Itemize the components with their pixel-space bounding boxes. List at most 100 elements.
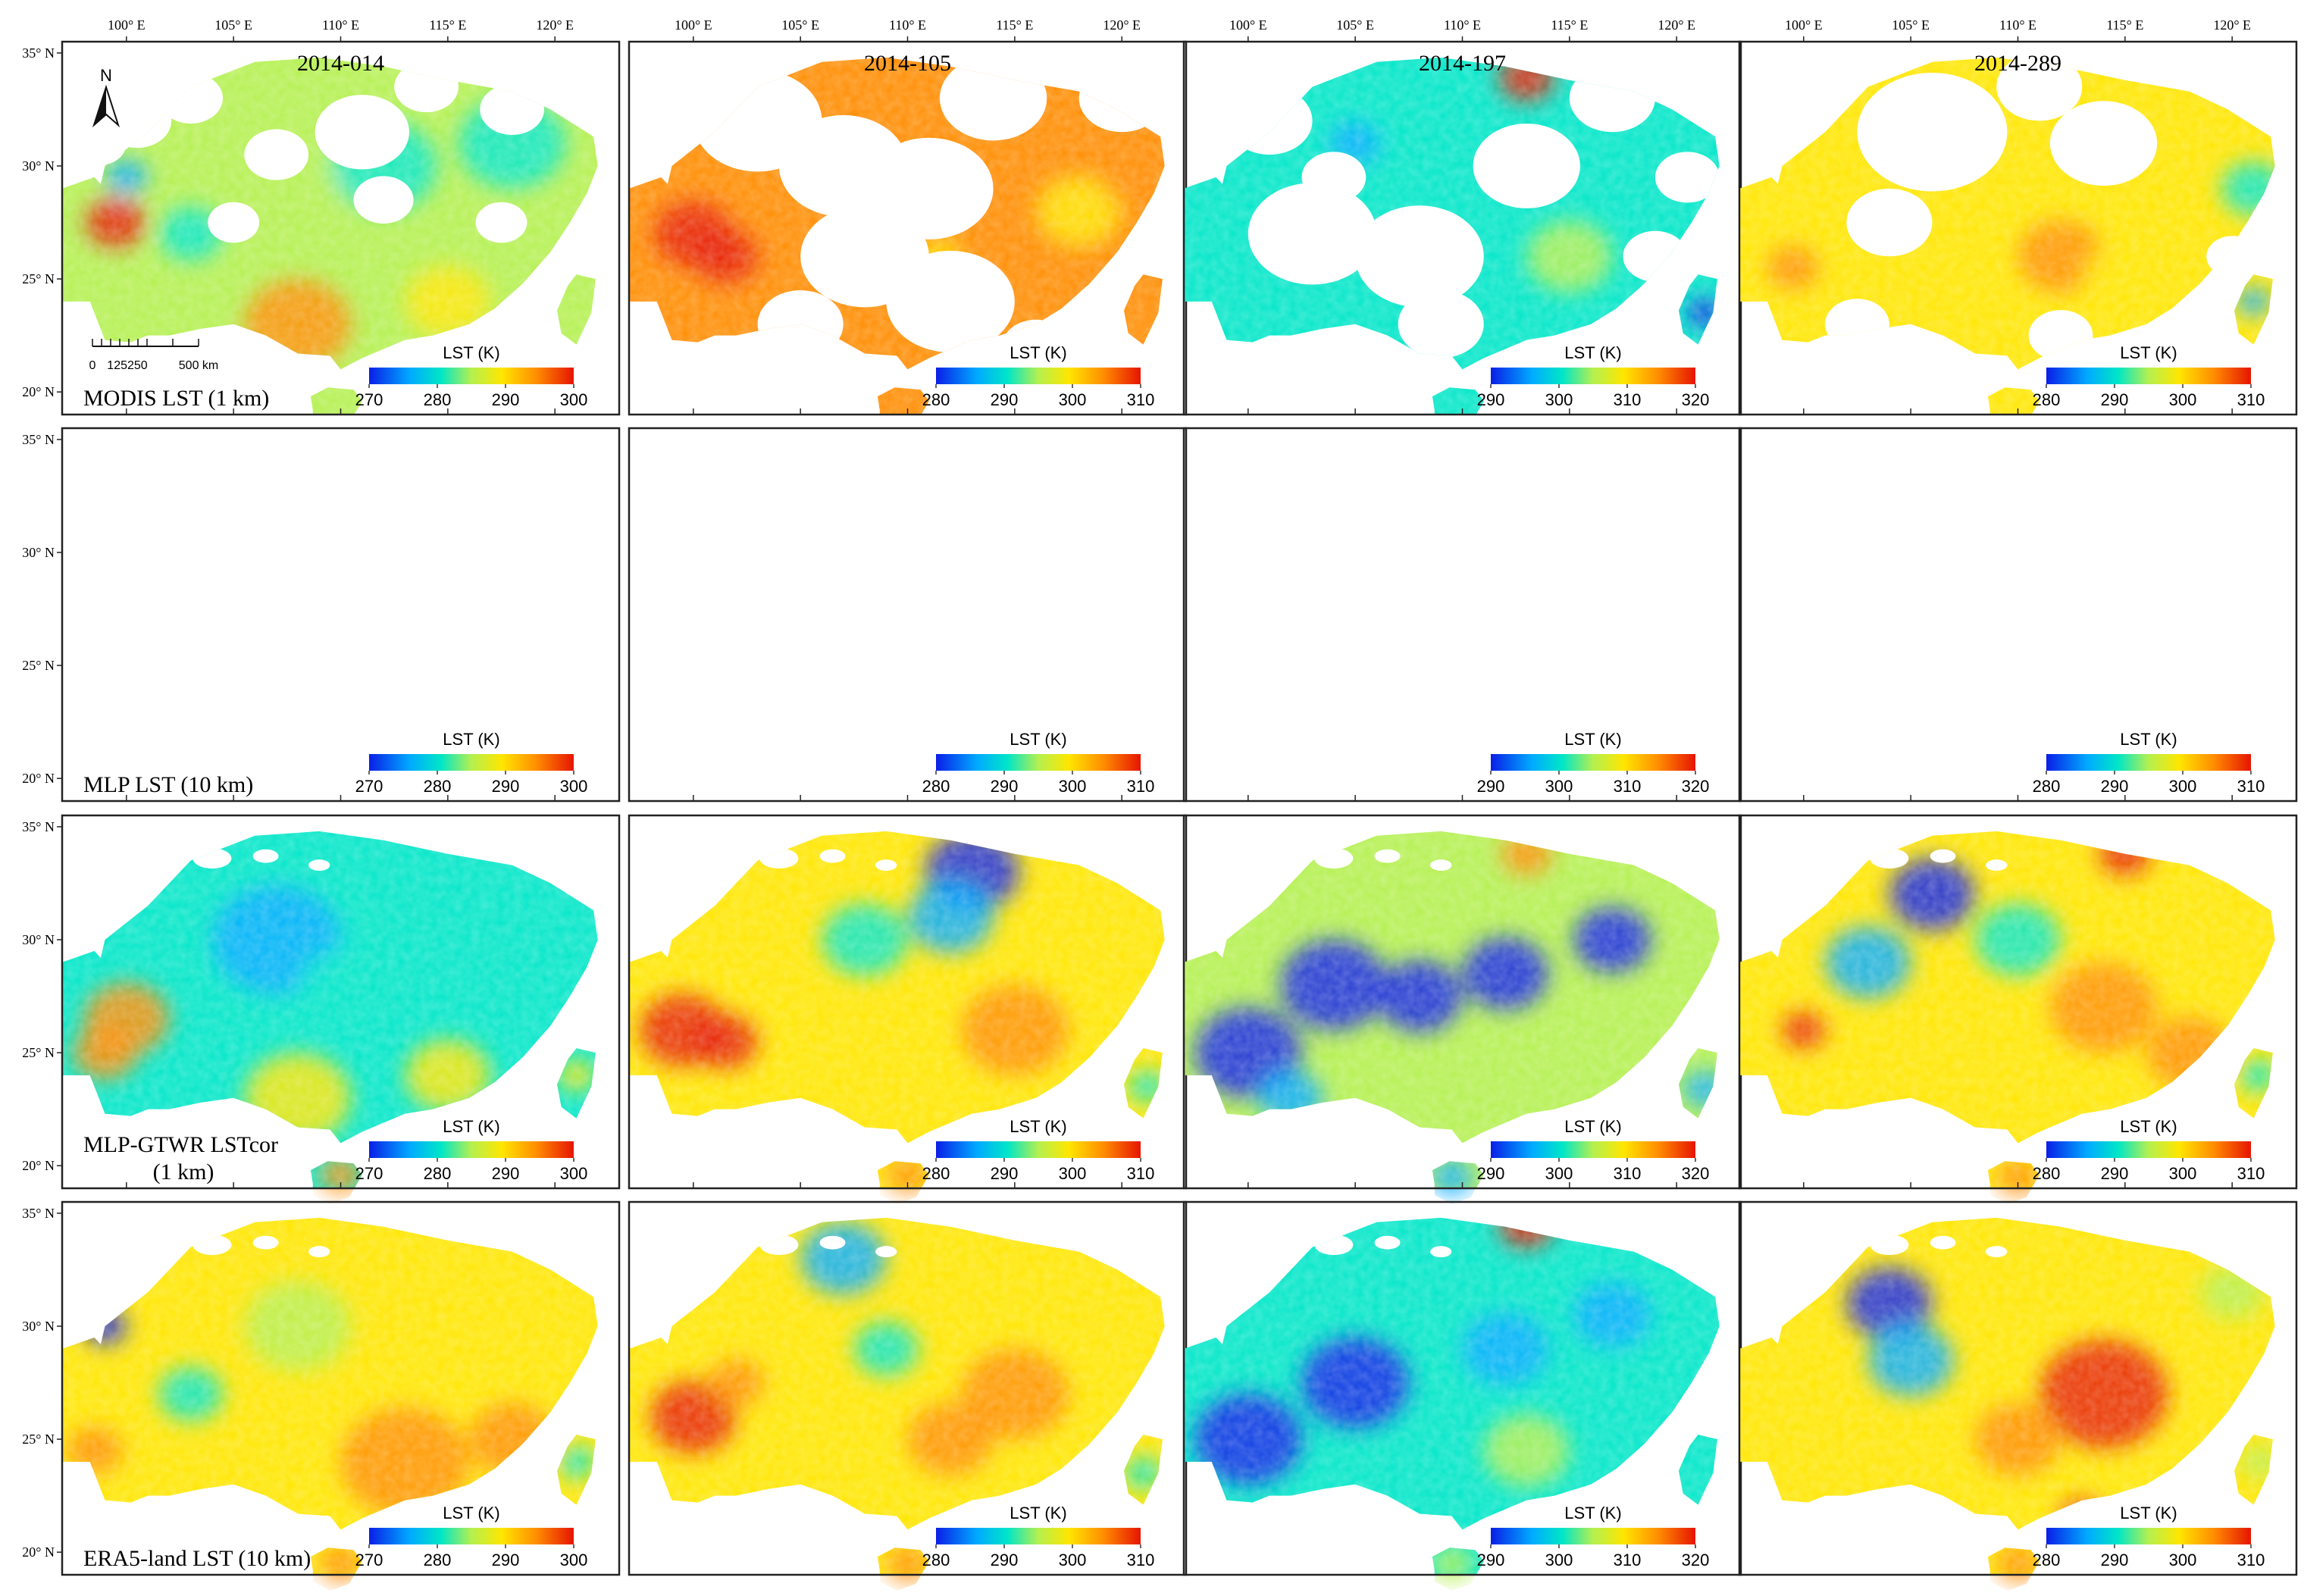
- cloud-gap: [208, 202, 260, 243]
- row-label: MODIS LST (1 km): [83, 386, 269, 411]
- lst-anomaly: [1451, 620, 1558, 710]
- lst-anomaly: [612, 610, 689, 675]
- cloud-gap: [1569, 64, 1655, 133]
- colorbar-gradient: [1491, 1141, 1695, 1158]
- colorbar-gradient: [1491, 754, 1695, 771]
- snow-gap: [308, 1246, 330, 1258]
- lst-anomaly: [1437, 454, 1489, 497]
- lst-anomaly: [1368, 561, 1428, 612]
- colorbar-tick-label: 300: [2169, 777, 2197, 796]
- lon-label: 120° E: [536, 17, 574, 33]
- panel-frame: [1738, 1200, 2298, 1576]
- colorbar: LST (K) 280 290 300 310: [922, 1504, 1155, 1569]
- colorbar-tick-label: 320: [1682, 390, 1710, 409]
- texture: [1184, 831, 1720, 1188]
- colorbar-tick-label: 310: [2237, 1164, 2265, 1183]
- map-panel: LST (K) 290 300 310 320: [1182, 814, 1742, 1195]
- lon-label: 115° E: [996, 17, 1033, 33]
- colorbar: LST (K) 270 280 290 300: [355, 1504, 588, 1569]
- cloud-gap: [757, 290, 844, 358]
- colorbar-title: LST (K): [443, 1117, 499, 1136]
- snow-gap: [759, 848, 799, 869]
- snow-gaps: [1870, 461, 2007, 483]
- lon-label: 105° E: [1336, 17, 1374, 33]
- lst-anomaly: [1975, 652, 2061, 724]
- colorbar-tick-label: 290: [991, 1551, 1019, 1569]
- colorbar: LST (K) 290 300 310 320: [1477, 1504, 1710, 1569]
- colorbar-gradient: [936, 368, 1141, 384]
- lst-anomaly: [1975, 550, 2061, 622]
- colorbar-gradient: [1491, 368, 1695, 384]
- colorbar-title: LST (K): [2120, 343, 2177, 362]
- lon-label: 110° E: [322, 17, 359, 33]
- panel-date-title: 2014-289: [1974, 51, 2061, 76]
- colorbar-tick-label: 280: [922, 1164, 950, 1183]
- colorbar-tick-label: 300: [1059, 777, 1087, 796]
- colorbar: LST (K) 280 290 300 310: [922, 343, 1155, 409]
- panel-date-title: 2014-014: [297, 51, 384, 76]
- colorbar-tick-label: 290: [2101, 1164, 2129, 1183]
- snow-gap: [1986, 472, 2007, 483]
- row-label: ERA5-land LST (10 km): [83, 1546, 311, 1571]
- colorbar: LST (K) 270 280 290 300: [355, 1117, 588, 1183]
- lat-label: 30° N: [22, 158, 55, 174]
- lon-label: 105° E: [1892, 17, 1930, 33]
- lst-anomaly: [1539, 534, 1599, 585]
- texture: [629, 428, 1186, 801]
- lon-label: 120° E: [2213, 17, 2251, 33]
- cloud-gap: [1398, 290, 1484, 358]
- scale-bar: 0 125250 500 km: [89, 339, 218, 372]
- colorbar-title: LST (K): [1564, 343, 1621, 362]
- snow-gap: [759, 461, 798, 481]
- cloud-gaps: [70, 61, 545, 243]
- colorbar-tick-label: 290: [1477, 1551, 1505, 1569]
- colorbar-tick-label: 270: [355, 1164, 383, 1183]
- lst-anomaly: [919, 474, 1025, 564]
- lst-field: [1739, 1217, 2275, 1582]
- snow-gap: [1930, 849, 1956, 863]
- snow-gap: [1374, 849, 1401, 863]
- snow-gap: [819, 1235, 846, 1250]
- lst-field: [612, 428, 1186, 801]
- colorbar-title: LST (K): [1010, 1117, 1066, 1136]
- lst-anomaly: [1941, 467, 2009, 524]
- lst-anomaly: [64, 656, 86, 674]
- panel-frame: [1182, 427, 1742, 803]
- lat-label: 35° N: [22, 1206, 55, 1221]
- colorbar-tick-label: 300: [1545, 1551, 1573, 1569]
- row-label-text: MODIS LST (1 km): [83, 386, 269, 411]
- colorbar-tick-label: 280: [424, 777, 452, 796]
- colorbar-tick-label: 310: [1614, 390, 1642, 409]
- colorbar: LST (K) 280 290 300 310: [2033, 343, 2265, 409]
- colorbar: LST (K) 290 300 310 320: [1477, 1117, 1710, 1183]
- colorbar: LST (K) 280 290 300 310: [922, 1117, 1155, 1183]
- snow-gap: [759, 1235, 799, 1256]
- colorbar-tick-label: 320: [1682, 1164, 1710, 1183]
- colorbar-tick-label: 280: [922, 390, 950, 409]
- row-label-text: ERA5-land LST (10 km): [83, 1546, 311, 1571]
- colorbar-tick-label: 300: [560, 390, 588, 409]
- scale-bar-label: 125250: [107, 359, 147, 372]
- colorbar-tick-label: 270: [355, 777, 383, 796]
- snow-gaps: [759, 461, 897, 483]
- snow-gap: [1870, 848, 1909, 869]
- lst-anomaly: [1451, 548, 1516, 602]
- lat-label: 20° N: [22, 1158, 55, 1173]
- lon-label: 120° E: [1103, 17, 1141, 33]
- colorbar-tick-label: 310: [2237, 1551, 2265, 1569]
- lst-anomaly: [1036, 493, 1122, 565]
- texture: [629, 831, 1165, 1188]
- snow-gap: [1430, 472, 1451, 483]
- cloud-gap: [1226, 86, 1313, 155]
- lat-label: 30° N: [22, 1319, 55, 1334]
- colorbar-tick-label: 280: [2033, 777, 2061, 796]
- colorbar-tick-label: 310: [1614, 1164, 1642, 1183]
- texture: [1184, 1217, 1720, 1575]
- lst-field: [1184, 428, 1741, 806]
- lst-anomaly: [1619, 524, 1670, 567]
- map-panel: LST (K) 280 290 300 310: [628, 1200, 1188, 1582]
- panel-date-title: 2014-105: [864, 51, 951, 76]
- colorbar-tick-label: 270: [355, 1551, 383, 1569]
- colorbar-gradient: [2046, 1141, 2251, 1158]
- colorbar: LST (K) 280 290 300 310: [2033, 1117, 2265, 1183]
